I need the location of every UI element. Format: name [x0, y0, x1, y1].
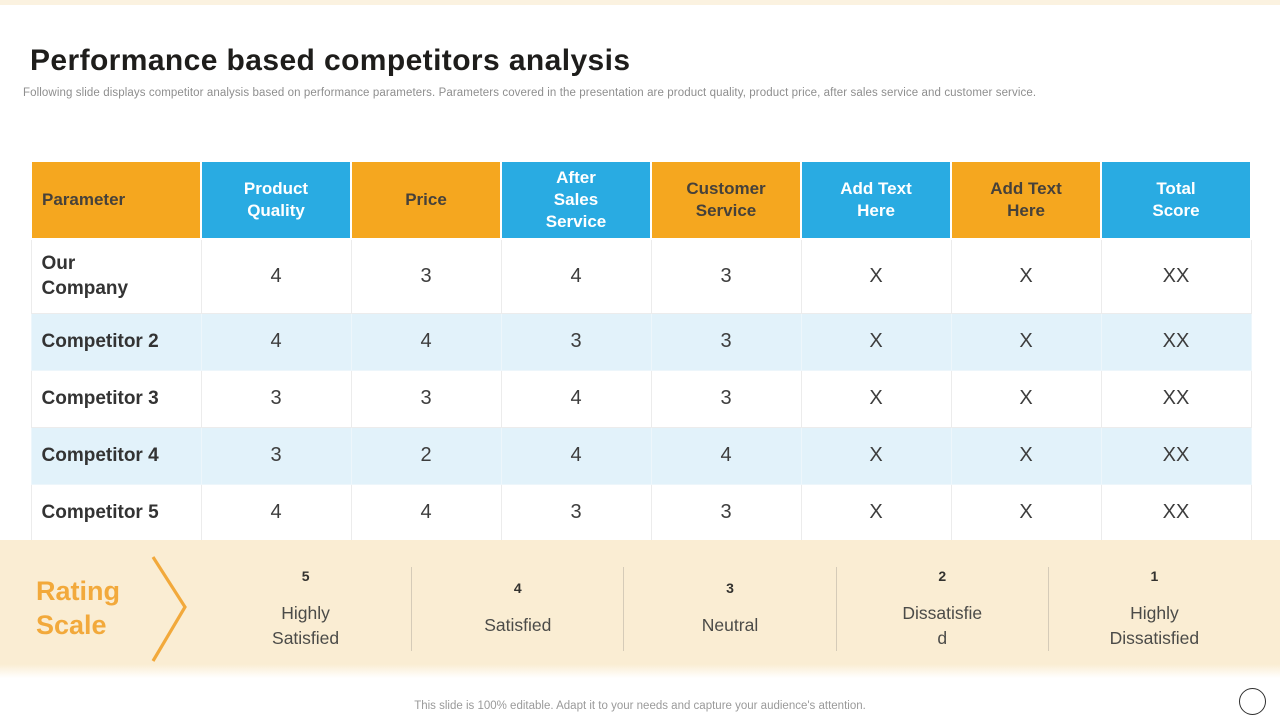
rating-scale-title: Rating Scale [36, 576, 120, 640]
column-header-4: Customer Service [650, 160, 802, 240]
table-cell: 3 [500, 483, 652, 542]
table-cell: X [800, 238, 952, 314]
rating-separator [835, 567, 837, 651]
row-header-cell: Competitor 3 [30, 369, 202, 428]
table-cell: XX [1100, 483, 1252, 542]
rating-item: 3 Neutral [624, 580, 835, 638]
row-header-cell: Competitor 5 [30, 483, 202, 542]
table-cell: 3 [650, 238, 802, 314]
slide-subtitle: Following slide displays competitor anal… [23, 87, 1037, 99]
rating-separator [411, 567, 413, 651]
chevron-right-icon [151, 556, 187, 662]
row-header-cell: Competitor 2 [30, 312, 202, 371]
table-row: Competitor 3 3 3 4 3 X X XX [30, 369, 1252, 428]
rating-items: 5 Highly Satisfied 4 Satisfied 3 Neutral 2 Diss… [200, 540, 1280, 678]
table-cell: 4 [200, 238, 352, 314]
top-accent-strip [0, 0, 1280, 5]
table-cell: X [950, 426, 1102, 485]
column-header-0: Parameter [30, 160, 202, 240]
rating-scale-band: Rating Scale 5 Highly Satisfied 4 Satisfied… [0, 540, 1280, 678]
column-header-7: Total Score [1100, 160, 1252, 240]
rating-scale-header: Rating Scale [0, 554, 200, 664]
table-cell: 3 [650, 312, 802, 371]
corner-circle-decoration [1239, 688, 1266, 715]
competitors-table: Parameter Product Quality Price After Sales… [30, 160, 1252, 542]
rating-separator [1047, 567, 1049, 651]
table-header-row: Parameter Product Quality Price After Sales… [30, 160, 1252, 240]
rating-item: 1 Highly Dissatisfied [1049, 568, 1260, 650]
rating-label: Highly Dissatisfied [1109, 603, 1200, 648]
table-cell: XX [1100, 238, 1252, 314]
rating-item: 5 Highly Satisfied [200, 568, 411, 650]
rating-label: Highly Satisfied [272, 603, 340, 648]
table-cell: 4 [500, 426, 652, 485]
table-cell: XX [1100, 312, 1252, 371]
rating-label: Satisfied [484, 615, 552, 636]
table-cell: 3 [500, 312, 652, 371]
rating-item: 4 Satisfied [412, 580, 623, 638]
table-cell: X [950, 483, 1102, 542]
table-row: Competitor 2 4 4 3 3 X X XX [30, 312, 1252, 371]
row-label: Competitor 3 [41, 387, 159, 409]
table-cell: 4 [500, 238, 652, 314]
table-body: Our Company 4 3 4 3 X X XX Competitor 2 4 4 3 3 X X XX C… [30, 238, 1252, 542]
column-header-5: Add Text Here [800, 160, 952, 240]
rating-score: 2 [938, 568, 947, 584]
table-cell: 4 [350, 312, 502, 371]
rating-item: 2 Dissatisfied [837, 568, 1048, 650]
table-cell: X [800, 312, 952, 371]
table-cell: XX [1100, 369, 1252, 428]
table-cell: X [800, 483, 952, 542]
row-label: Competitor 4 [41, 444, 159, 466]
row-label: Competitor 5 [41, 501, 159, 523]
table-cell: 4 [350, 483, 502, 542]
table-cell: 4 [200, 312, 352, 371]
table-cell: 3 [200, 369, 352, 428]
rating-label: Neutral [701, 615, 759, 636]
table-row: Our Company 4 3 4 3 X X XX [30, 238, 1252, 314]
table-row: Competitor 4 3 2 4 4 X X XX [30, 426, 1252, 485]
table-cell: X [950, 238, 1102, 314]
table-cell: 2 [350, 426, 502, 485]
table-row: Competitor 5 4 4 3 3 X X XX [30, 483, 1252, 542]
table-cell: X [800, 426, 952, 485]
rating-score: 3 [726, 580, 734, 597]
table-cell: 3 [350, 238, 502, 314]
column-header-6: Add Text Here [950, 160, 1102, 240]
rating-score: 4 [513, 580, 522, 597]
footer-note: This slide is 100% editable. Adapt it to… [414, 700, 866, 712]
table-cell: 3 [650, 483, 802, 542]
table-cell: X [950, 369, 1102, 428]
row-label: Competitor 2 [41, 330, 159, 352]
column-header-2: Price [350, 160, 502, 240]
page-title: Performance based competitors analysis [30, 44, 631, 78]
table-cell: XX [1100, 426, 1252, 485]
rating-score: 5 [301, 568, 310, 584]
table-cell: 4 [650, 426, 802, 485]
column-header-1: Product Quality [200, 160, 352, 240]
row-label: Our Company [41, 252, 129, 300]
rating-score: 1 [1150, 568, 1159, 584]
table-cell: X [800, 369, 952, 428]
table-cell: 3 [350, 369, 502, 428]
table-cell: 3 [200, 426, 352, 485]
row-header-cell: Our Company [30, 238, 202, 314]
row-header-cell: Competitor 4 [30, 426, 202, 485]
rating-label: Dissatisfied [902, 603, 983, 648]
rating-separator [623, 567, 625, 651]
table-cell: 3 [650, 369, 802, 428]
table-cell: 4 [200, 483, 352, 542]
table-cell: 4 [500, 369, 652, 428]
column-header-3: After Sales Service [500, 160, 652, 240]
table-cell: X [950, 312, 1102, 371]
